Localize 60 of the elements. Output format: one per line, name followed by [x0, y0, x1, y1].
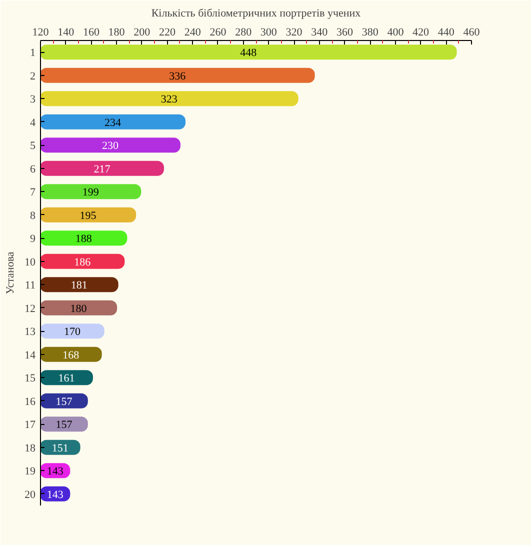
x-tick-label: 460	[463, 26, 480, 38]
x-tick-label: 420	[412, 26, 430, 38]
y-tick-label: 9	[30, 233, 36, 246]
y-tick-label: 13	[24, 326, 36, 338]
x-tick-label: 400	[387, 26, 404, 38]
y-tick-label: 11	[24, 280, 36, 292]
y-tick-label: 16	[24, 396, 36, 408]
data-label: 180	[70, 302, 88, 315]
data-label: 199	[82, 186, 100, 199]
y-tick-label: 6	[30, 163, 36, 176]
data-label: 151	[52, 442, 68, 454]
data-label: 336	[169, 70, 186, 82]
data-label: 188	[75, 233, 92, 246]
x-tick-label: 220	[159, 26, 176, 38]
x-tick-label: 380	[362, 26, 379, 38]
data-label: 323	[160, 94, 178, 106]
y-tick-label: 7	[30, 186, 36, 199]
x-tick-label: 260	[210, 26, 227, 38]
x-tick-label: 280	[235, 26, 252, 38]
x-tick-label: 440	[438, 26, 455, 38]
x-tick-label: 240	[184, 26, 202, 38]
data-label: 157	[56, 419, 73, 432]
data-label: 195	[80, 210, 97, 222]
data-label: 161	[58, 372, 75, 385]
x-tick-label: 300	[260, 26, 278, 38]
data-label: 230	[102, 140, 119, 152]
chart-title: Кількість бібліометричних портретів учених	[151, 8, 362, 20]
data-label: 181	[70, 280, 88, 292]
x-tick-label: 340	[311, 26, 328, 38]
x-tick-label: 140	[58, 26, 75, 38]
data-label: 170	[64, 326, 81, 338]
y-tick-label: 8	[30, 210, 36, 222]
x-tick-label: 120	[32, 26, 50, 38]
y-tick-label: 1	[30, 47, 36, 60]
x-tick-label: 360	[336, 26, 354, 38]
y-tick-label: 20	[24, 488, 36, 501]
data-label: 186	[74, 256, 92, 268]
data-label: 143	[46, 466, 64, 478]
data-label: 234	[104, 116, 122, 129]
x-tick-label: 320	[286, 26, 303, 38]
x-tick-label: 200	[134, 26, 151, 38]
y-tick-label: 5	[30, 140, 36, 152]
x-tick-label: 160	[82, 26, 100, 38]
data-label: 157	[56, 396, 73, 408]
y-axis-title: Установа	[4, 252, 16, 294]
y-tick-label: 2	[30, 70, 36, 82]
y-tick-label: 14	[24, 349, 36, 362]
y-tick-label: 18	[24, 442, 36, 454]
y-tick-label: 12	[24, 302, 36, 315]
data-label: 217	[94, 163, 111, 176]
x-tick-label: 180	[108, 26, 126, 38]
y-tick-label: 17	[24, 419, 36, 432]
data-label: 448	[240, 47, 258, 60]
data-label: 143	[46, 488, 64, 501]
y-tick-label: 4	[30, 116, 36, 129]
y-tick-label: 19	[24, 466, 36, 478]
y-tick-label: 10	[24, 256, 36, 268]
y-tick-label: 15	[24, 372, 36, 385]
data-label: 168	[62, 349, 80, 362]
y-tick-label: 3	[30, 94, 36, 106]
